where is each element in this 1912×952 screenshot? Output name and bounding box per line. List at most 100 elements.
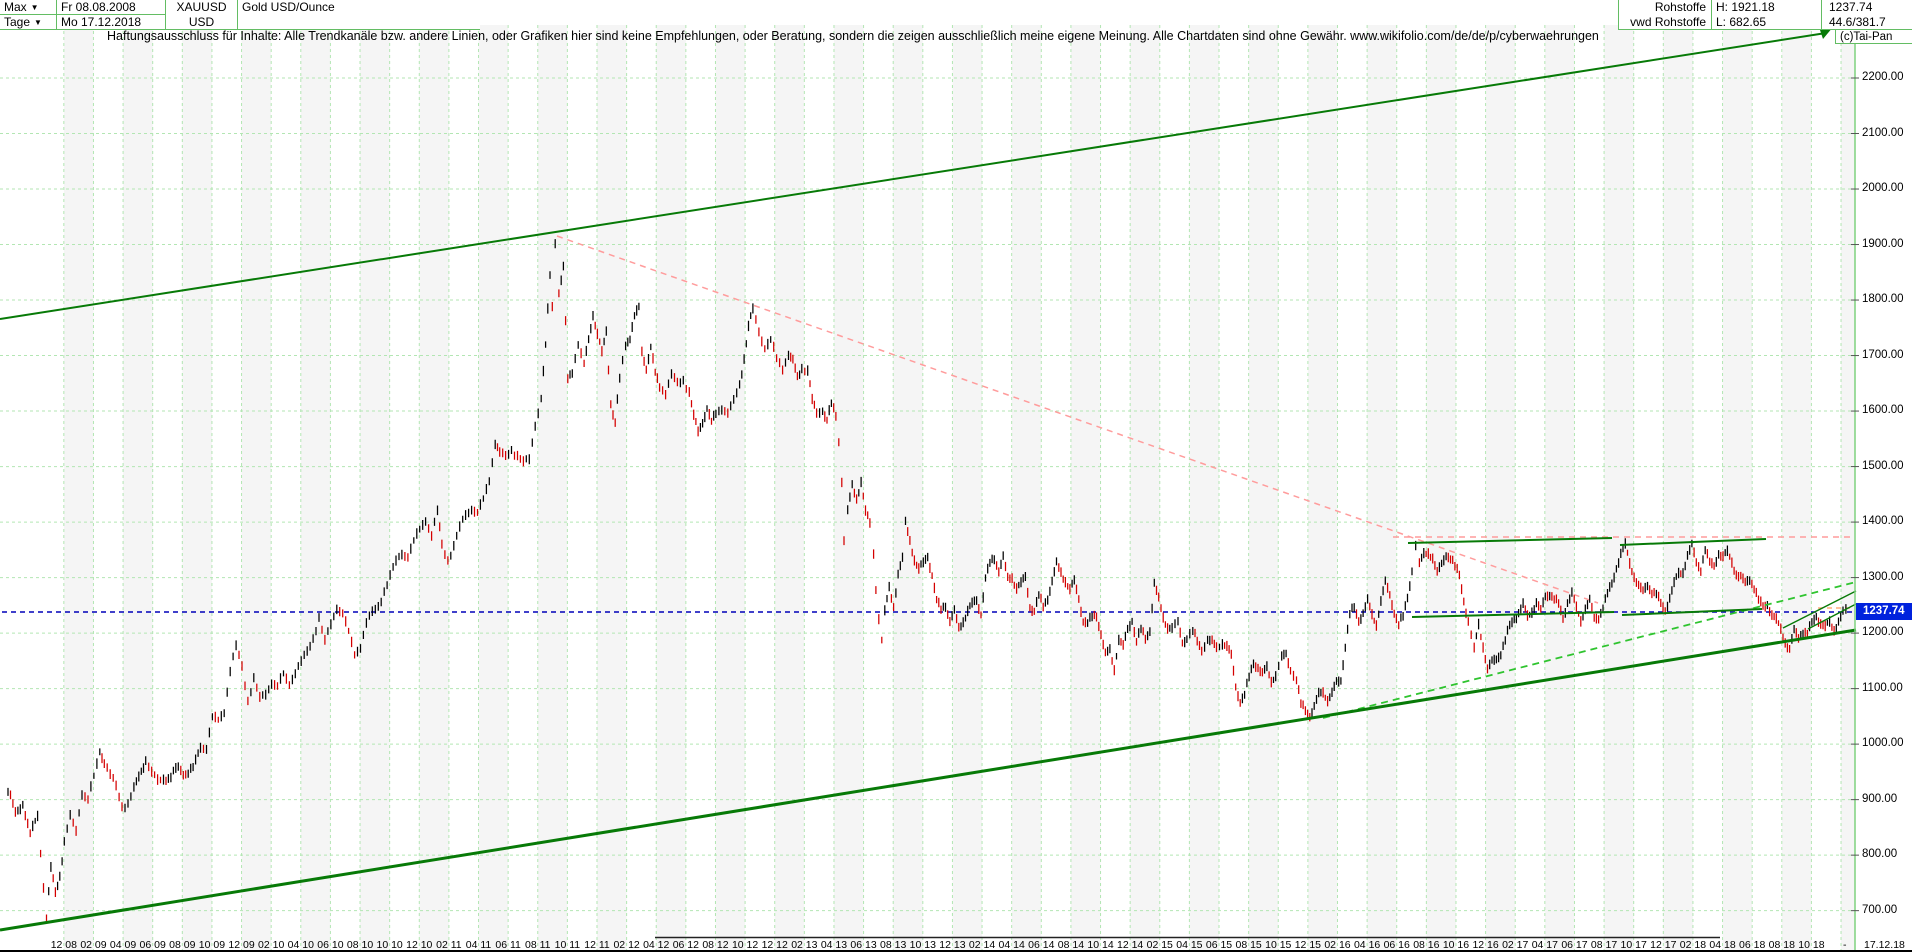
y-axis-label: 1300.00	[1862, 570, 1904, 583]
background-band	[182, 25, 212, 950]
x-axis-label: 04 12	[643, 939, 670, 951]
x-axis-label: 10 09	[198, 939, 226, 951]
x-axis-label: 10 17	[1620, 939, 1647, 951]
x-axis-label: 08 13	[880, 939, 907, 951]
background-band	[1722, 25, 1753, 950]
support-seg-1[interactable]	[1411, 611, 1615, 618]
x-axis-label: 04 11	[465, 939, 492, 951]
x-axis-label: 04 18	[1709, 939, 1736, 951]
x-axis-label: 02 18	[1679, 939, 1707, 951]
indicator-values: 44.6/381.7	[1822, 15, 1912, 30]
x-axis-label: 02 14	[968, 939, 996, 951]
x-axis-label: 12 09	[228, 939, 255, 951]
background-band	[1367, 25, 1397, 950]
y-axis-label: 1400.00	[1862, 515, 1904, 528]
background-band	[1841, 25, 1855, 950]
x-axis-label: 06 14	[1028, 939, 1055, 951]
x-axis-label: 06 09	[139, 939, 166, 951]
x-axis-label: 06 16	[1383, 939, 1410, 951]
x-axis-label: 08 16	[1413, 939, 1440, 951]
background-band	[952, 25, 983, 950]
period-dropdown-label: Tage	[4, 15, 31, 29]
x-axis-label: 12 17	[1650, 939, 1677, 951]
y-axis-label: 2100.00	[1862, 126, 1904, 139]
background-band	[656, 25, 686, 950]
x-axis-label: 06 11	[495, 939, 521, 951]
feed-source-row1: Rohstoffe	[1618, 0, 1712, 15]
channel-upper-line[interactable]	[0, 32, 1827, 320]
currency-label: USD	[166, 15, 238, 30]
y-axis-label: 1500.00	[1862, 459, 1904, 472]
background-band	[300, 25, 331, 950]
x-axis-label: 04 10	[287, 939, 314, 951]
x-axis-label: 10 18	[1798, 939, 1825, 951]
downtrend-from-2011-peak[interactable]	[556, 235, 1599, 604]
x-axis-label: 04 16	[1353, 939, 1381, 951]
x-axis-label: 04 17	[1531, 939, 1558, 951]
background-band	[1663, 25, 1693, 950]
x-axis-label: 08 14	[1057, 939, 1085, 951]
x-axis-label: 06 17	[1561, 939, 1588, 951]
background-band	[715, 25, 746, 950]
x-axis-label: 12 14	[1117, 939, 1144, 951]
feed-source-row2: vwd Rohstoffe	[1618, 15, 1712, 30]
background-band	[1307, 25, 1338, 950]
chevron-down-icon: ▼	[34, 18, 42, 27]
background-band	[1011, 25, 1042, 950]
background-band	[1248, 25, 1279, 950]
steep-channel-seg-1[interactable]	[1782, 590, 1857, 629]
y-axis-label: 800.00	[1862, 848, 1898, 861]
y-axis-label: 700.00	[1862, 903, 1898, 916]
y-axis-label: 2200.00	[1862, 71, 1904, 83]
window-bottom-edge	[0, 950, 1912, 952]
x-axis-label: 02 12	[613, 939, 640, 951]
copyright-label: (c)Tai-Pan	[1835, 30, 1912, 44]
resistance-seg-1[interactable]	[1407, 537, 1613, 544]
background-band	[360, 25, 390, 950]
x-axis-label: 10 15	[1265, 939, 1292, 951]
x-axis-label: 04 14	[998, 939, 1025, 951]
x-axis-label: 02 13	[791, 939, 818, 951]
x-axis-label: 04 13	[820, 939, 848, 951]
resistance-seg-2[interactable]	[1619, 538, 1767, 546]
end-date-field[interactable]: Mo 17.12.2018	[57, 15, 166, 30]
x-axis-label: 12 13	[939, 939, 966, 951]
x-axis-label: 02 09	[80, 939, 107, 951]
background-band	[1130, 25, 1160, 950]
channel-lower-line[interactable]	[0, 628, 1857, 932]
period-dropdown[interactable]: Tage ▼	[0, 15, 57, 30]
x-axis-label: 04 09	[109, 939, 137, 951]
last-price-value: 1237.74	[1822, 0, 1912, 15]
chevron-down-icon: ▼	[30, 3, 39, 12]
x-axis-label: 10 13	[909, 939, 936, 951]
x-axis-label: 02 17	[1502, 939, 1529, 951]
background-band	[1070, 25, 1101, 950]
x-axis-label: 12 16	[1472, 939, 1499, 951]
y-axis-label: 1700.00	[1862, 348, 1904, 361]
y-axis-label: 2000.00	[1862, 182, 1904, 195]
x-axis-label: 12 15	[1294, 939, 1321, 951]
x-axis-label: 10 12	[731, 939, 759, 951]
steep-channel-seg-2[interactable]	[1807, 603, 1857, 630]
x-axis-label: 10 10	[376, 939, 403, 951]
start-date-field[interactable]: Fr 08.08.2008	[57, 0, 166, 15]
x-axis-label: 08 15	[1235, 939, 1262, 951]
symbol-label: XAUUSD	[166, 0, 238, 15]
support-seg-2[interactable]	[1621, 608, 1763, 616]
background-band	[596, 25, 627, 950]
x-axis-label: 12 11	[584, 939, 610, 951]
background-band	[123, 25, 153, 950]
chart-title: Gold USD/Ounce	[238, 0, 480, 30]
background-band	[537, 25, 568, 950]
x-axis-label: 10 11	[554, 939, 581, 951]
y-axis-label: 900.00	[1862, 792, 1898, 805]
range-dropdown[interactable]: Max ▼	[0, 0, 57, 15]
x-axis-label: 10 16	[1442, 939, 1470, 951]
x-axis-label: 02 16	[1324, 939, 1351, 951]
rising-support-bright-green[interactable]	[1322, 581, 1857, 719]
current-price-badge: 1237.74	[1856, 603, 1912, 620]
x-axis-label: 08 17	[1590, 939, 1618, 951]
background-band	[419, 25, 449, 950]
x-axis-label: 02 15	[1146, 939, 1173, 951]
